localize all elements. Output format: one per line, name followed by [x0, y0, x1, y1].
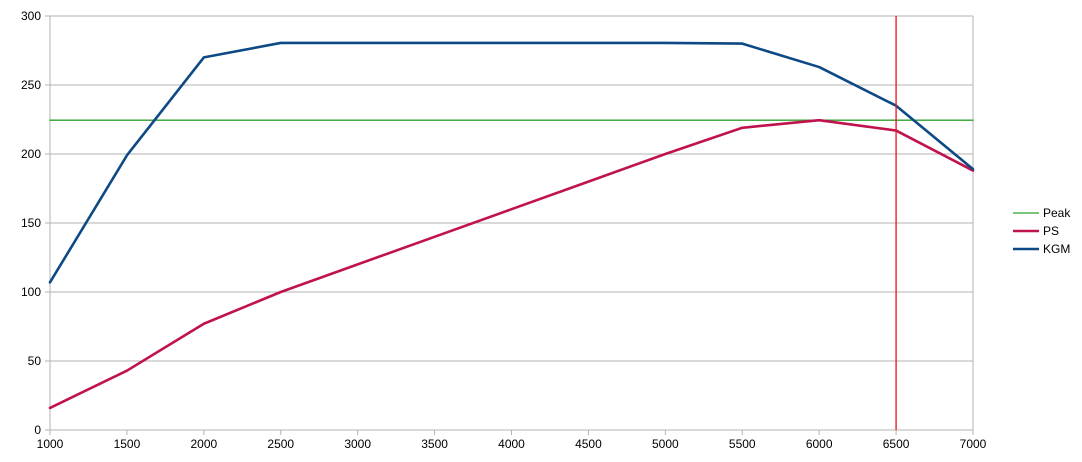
x-tick-label: 6500: [883, 437, 910, 451]
legend-label-kgm: KGM: [1043, 242, 1070, 256]
y-tick-label: 200: [21, 147, 41, 161]
x-tick-label: 5500: [729, 437, 756, 451]
x-tick-label: 7000: [960, 437, 987, 451]
x-tick-label: 2000: [190, 437, 217, 451]
legend-label-ps: PS: [1043, 224, 1059, 238]
y-tick-label: 0: [34, 423, 41, 437]
grid-lines: [50, 15, 973, 431]
y-axis-ticks: 0 50 100 150 200 250 300: [21, 9, 41, 437]
x-tick-label: 1000: [37, 437, 64, 451]
axes: [45, 15, 974, 435]
x-tick-label: 6000: [806, 437, 833, 451]
x-tick-label: 2500: [267, 437, 294, 451]
x-tick-label: 3000: [344, 437, 371, 451]
series-lines: [48, 41, 975, 410]
x-tick-label: 4500: [575, 437, 602, 451]
y-tick-label: 250: [21, 78, 41, 92]
x-tick-label: 4000: [498, 437, 525, 451]
series-line-ps: [48, 118, 975, 410]
y-tick-label: 300: [21, 9, 41, 23]
x-axis-ticks: 1000 1500 2000 2500 3000 3500 4000 4500 5000 5500…: [37, 437, 987, 451]
x-tick-label: 3500: [421, 437, 448, 451]
x-tick-label: 1500: [114, 437, 141, 451]
y-tick-label: 50: [28, 354, 42, 368]
series-line-kgm: [48, 41, 975, 284]
legend-label-peak: Peak: [1043, 206, 1071, 220]
legend: Peak PS KGM: [1013, 206, 1071, 256]
y-tick-label: 150: [21, 216, 41, 230]
x-tick-label: 5000: [652, 437, 679, 451]
y-tick-label: 100: [21, 285, 41, 299]
